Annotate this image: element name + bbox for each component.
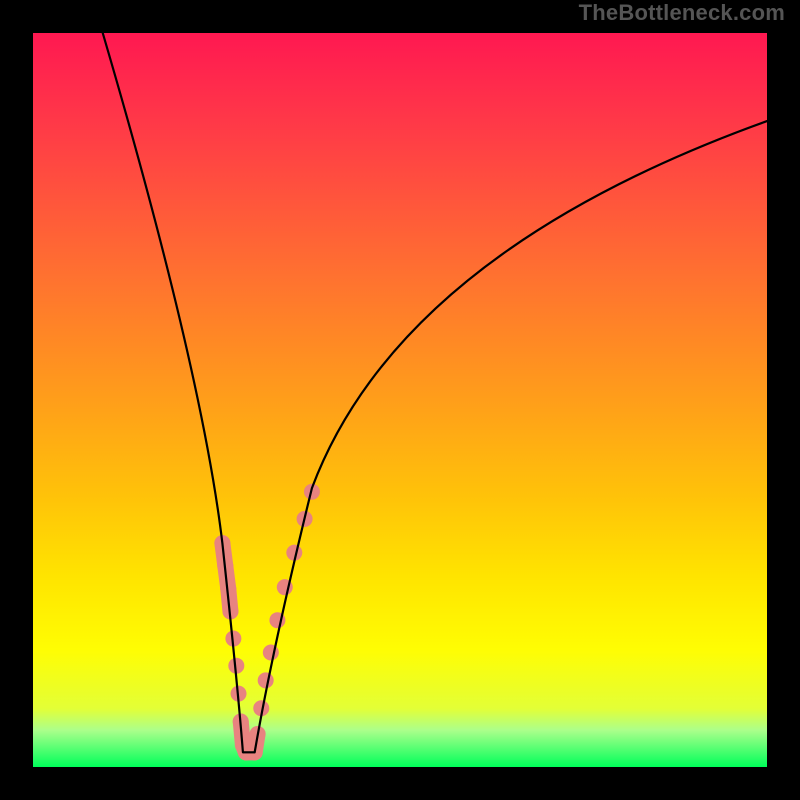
bottleneck-curve — [103, 33, 767, 752]
chart-svg-overlay — [0, 0, 800, 800]
marker-dot — [263, 644, 279, 660]
watermark-text: TheBottleneck.com — [579, 0, 785, 26]
chart-container: TheBottleneck.com — [0, 0, 800, 800]
marker-dot — [258, 672, 274, 688]
